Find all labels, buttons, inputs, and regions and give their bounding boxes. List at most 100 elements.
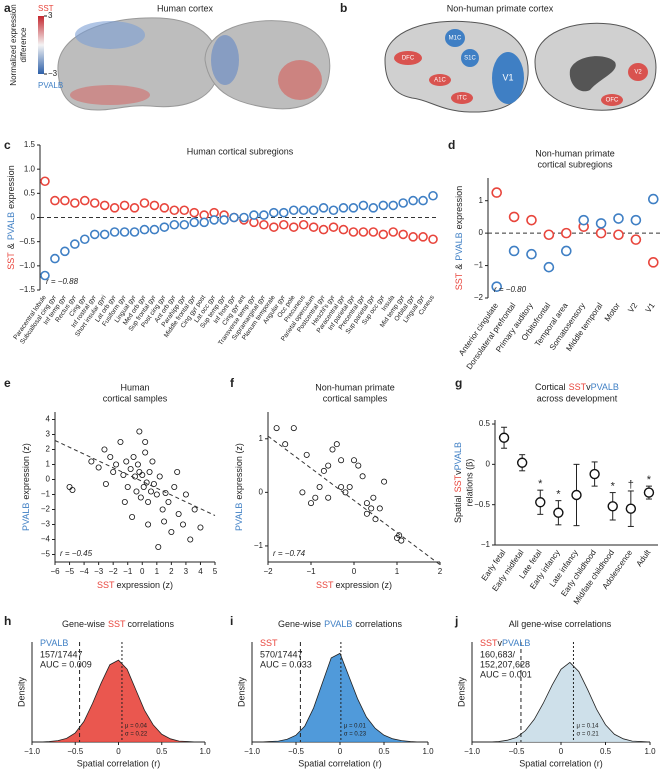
y-axis-label: PVALB expression (z) [21,443,31,531]
panel-title: across development [537,393,618,403]
fit-line [54,440,216,516]
point [325,494,332,501]
significance-mark: * [556,489,561,501]
x-tick-label: −1 [123,567,133,576]
x-tick-label: 3 [184,567,189,576]
dot [50,253,60,264]
text-part: v [498,638,503,648]
dot [560,245,572,257]
point [113,461,120,468]
point [129,514,136,521]
point [346,483,353,490]
dot [179,205,190,216]
region [429,74,451,86]
region-label: M1C [449,36,462,42]
panel-title: Non-human primate cortex [447,3,554,13]
annotation: 152,207,628 [480,659,530,669]
dot [159,203,170,213]
significance-mark: * [647,474,652,486]
point [142,449,149,456]
r-annotation: r = −0.74 [273,549,306,558]
panel-title: Human [120,382,149,392]
panel-title: cortical subregions [537,159,613,169]
colorbar-top-label: SST [38,4,54,13]
point [102,480,109,487]
point [625,503,637,514]
y-axis-label: Density [456,676,466,707]
annotation: SSTvPVALB [480,638,530,648]
point [117,438,124,445]
dot [239,212,249,223]
point [133,488,140,495]
text-part: Spatial [453,495,463,523]
annotation: 157/17447 [40,649,83,659]
x-tick-label: Adult [634,548,652,569]
dot [338,224,349,235]
panel-label: f [230,376,235,390]
panel-title: cortical samples [103,393,168,403]
text-part: Cortical [535,382,566,392]
dot [526,248,537,260]
text-part: PVALB [453,442,463,470]
y-tick-label: 0 [479,228,484,237]
y-tick-label: 0.5 [24,188,36,197]
x-tick-label: 0.5 [378,747,390,756]
y-tick-label: −2 [474,293,484,302]
x-axis-label: Spatial correlation (r) [519,758,603,768]
annotation: AUC = 0.009 [40,659,92,669]
panel-label: j [454,614,458,628]
dot [259,210,269,220]
dot [259,219,269,230]
x-tick-label: −1.0 [244,747,260,756]
colorbar-tick-label: −3 [48,69,58,78]
y-tick-label: 2 [46,445,51,454]
dot [348,203,359,213]
x-tick-label: 1 [395,567,400,576]
stat-annotation: μ = 0.01 [344,724,367,730]
region-label: V1 [502,72,513,82]
x-tick-label: 1.0 [422,747,434,756]
point [156,473,163,480]
point [355,462,362,469]
dot [418,195,428,206]
point [571,489,582,501]
point [498,432,510,443]
x-tick-label: −5 [65,567,75,576]
region-label: S1C [464,56,476,62]
x-tick-label: 0 [559,747,564,756]
y-tick-label: −1.0 [19,261,35,270]
x-tick-label: 1 [155,567,160,576]
dot [328,222,339,232]
x-tick-label: 0 [116,747,121,756]
text-part: & [6,243,16,249]
y-tick-label: −1 [41,490,51,499]
point [145,498,152,505]
dot [99,229,110,240]
brain-lateral [384,20,529,113]
point [312,494,319,501]
text-part: Gene-wise [62,619,105,629]
dot [199,217,209,228]
y-tick-label: 1.5 [24,140,36,149]
dot [338,203,349,213]
dot [358,227,369,237]
text-part: expression [454,186,464,230]
point [161,518,168,525]
annotation: 160,683/ [480,649,516,659]
dot [491,281,503,292]
fit-line [267,435,441,566]
brain-shading [278,60,322,100]
point [140,483,147,490]
text-part: All gene-wise correlations [509,619,612,629]
text-part: PVALB [21,503,31,531]
region [394,51,422,65]
y-tick-label: −1 [474,261,484,270]
text-part: SST [453,474,463,492]
dot [408,232,418,242]
density-curve [32,659,205,743]
text-part: PVALB [454,232,464,260]
r-annotation: r = −0.88 [46,277,79,286]
dot [328,205,339,216]
point [153,491,160,498]
